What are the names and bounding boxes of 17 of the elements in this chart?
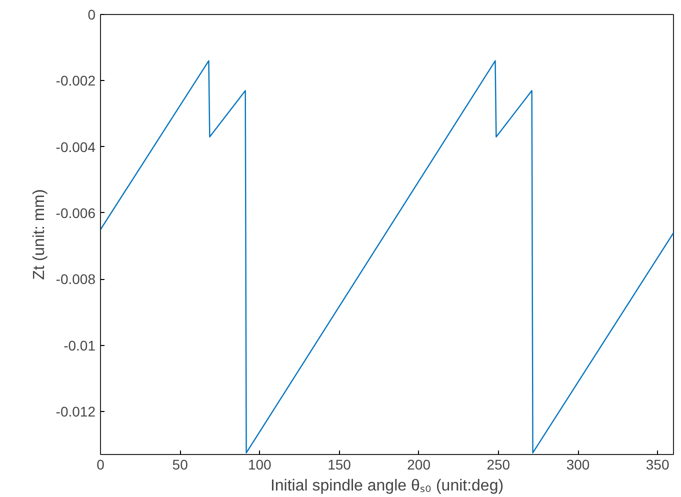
y-axis-title: Zt (unit: mm) [30,189,48,280]
y-tick-label: -0.01 [64,337,96,354]
line-series [100,60,674,454]
y-tick-label: -0.008 [56,271,96,288]
x-axis-title: Initial spindle angle θₛ₀ (unit:deg) [270,478,504,494]
y-tick-label: -0.002 [56,72,96,89]
x-tick-label: 50 [172,456,188,472]
y-tick-label: -0.012 [56,403,96,420]
y-tick-label: -0.004 [56,138,96,155]
y-tick-label: -0.006 [56,204,96,221]
x-tick-label: 100 [248,456,272,472]
x-tick-label: 250 [486,456,510,472]
x-tick-label: 200 [407,456,431,472]
x-tick-label: 300 [566,456,590,472]
x-tick-label: 150 [328,456,352,472]
x-tick-label: 350 [646,456,670,472]
y-tick-label: 0 [88,6,96,22]
